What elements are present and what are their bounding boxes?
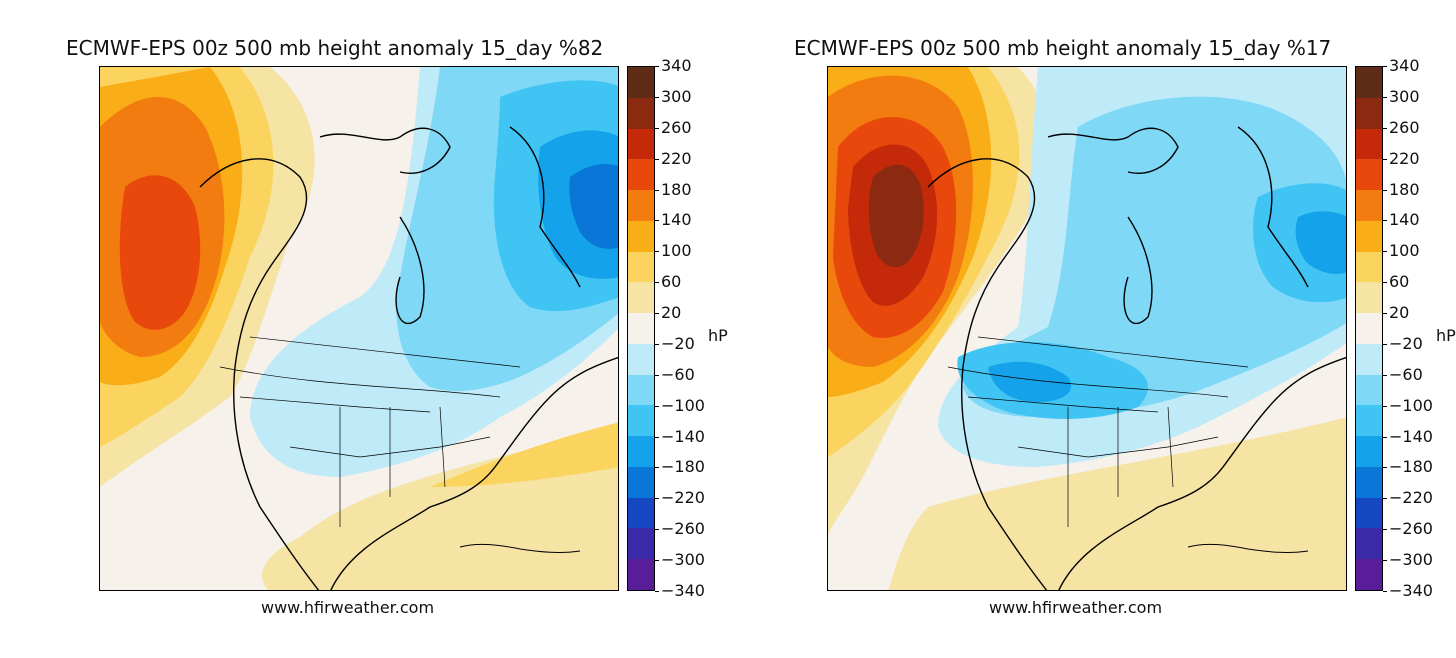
contour-neg140 [988, 361, 1072, 402]
borders [219, 336, 521, 527]
colorbar-tick-label: 60 [654, 272, 682, 292]
colorbar-segment [628, 466, 654, 498]
coastlines [199, 126, 618, 590]
colorbar-segment [1356, 67, 1382, 98]
colorbar-tick-label: 220 [1383, 148, 1420, 168]
colorbar-segment [1356, 190, 1382, 221]
contour-neg60 [963, 96, 1346, 417]
colorbar-segment [628, 313, 654, 344]
colorbar-segment [628, 97, 654, 129]
colorbar-segment [628, 282, 654, 314]
colorbar-segment [1356, 128, 1382, 160]
colorbar-tick-label: 20 [654, 303, 682, 323]
caribbean-islands [459, 543, 581, 553]
map-panel-right: ECMWF-EPS 00z 500 mb height anomaly 15_d… [728, 0, 1456, 658]
colorbar-segment [1356, 436, 1382, 467]
contour-pos60-east [430, 422, 618, 487]
colorbar-segment [1356, 528, 1382, 560]
colorbar-tick-label: 300 [1383, 86, 1420, 106]
colorbar-tick-label: 140 [655, 210, 692, 230]
contour-pos260 [868, 164, 924, 268]
colorbar-tick-label: 180 [655, 179, 692, 199]
anomaly-map [827, 66, 1347, 591]
colorbar-segment [1356, 559, 1382, 591]
credit-text: www.hfirweather.com [989, 598, 1163, 617]
colorbar-tick-label: 260 [1383, 117, 1420, 137]
colorbar-tick-label: −100 [655, 395, 705, 415]
colorbar-segment [1356, 220, 1382, 252]
colorbar-segment [628, 128, 654, 160]
colorbar-segment [628, 497, 654, 529]
colorbar-segment [628, 405, 654, 437]
anomaly-map [99, 66, 619, 591]
borders [947, 336, 1249, 527]
colorbar-tick-label: −60 [1383, 364, 1423, 384]
colorbar-tick-label: −20 [655, 333, 695, 353]
colorbar-tick-label: −100 [1383, 395, 1433, 415]
colorbar-segment [1356, 343, 1382, 375]
colorbar-tick-label: 340 [655, 56, 692, 75]
colorbar-segment [628, 190, 654, 221]
colorbar-unit: hP [708, 326, 728, 345]
colorbar-tick-label: −180 [1383, 457, 1433, 477]
colorbar-tick-label: −340 [655, 581, 705, 600]
panel-title: ECMWF-EPS 00z 500 mb height anomaly 15_d… [66, 36, 604, 60]
colorbar-tick-label: 260 [655, 117, 692, 137]
colorbar-tick-label: −20 [1383, 333, 1423, 353]
colorbar-segment [1356, 497, 1382, 529]
colorbar-segment [628, 251, 654, 283]
contour-neg180 [569, 164, 618, 249]
colorbar-tick-label: 300 [655, 86, 692, 106]
colorbar-segment [1356, 251, 1382, 283]
map-svg [828, 67, 1346, 590]
colorbar-segment [628, 220, 654, 252]
colorbar-tick-label: −300 [655, 550, 705, 570]
colorbar-tick-label: 220 [655, 148, 692, 168]
colorbar-segment [628, 559, 654, 591]
colorbar-tick-label: −300 [1383, 550, 1433, 570]
map-svg [100, 67, 618, 590]
colorbar-segment [628, 67, 654, 98]
colorbar-tick-label: −220 [1383, 488, 1433, 508]
colorbar-unit: hP [1436, 326, 1456, 345]
colorbar-tick-label: 340 [1383, 56, 1420, 75]
colorbar-segment [628, 374, 654, 406]
colorbar-segment [1356, 466, 1382, 498]
contour-pos180 [119, 175, 201, 330]
colorbar-segment [1356, 374, 1382, 406]
colorbar-tick-label: 140 [1383, 210, 1420, 230]
colorbar-tick-label: −260 [655, 519, 705, 539]
coastlines [927, 126, 1346, 590]
colorbar-tick-label: −140 [1383, 426, 1433, 446]
colorbar-segment [628, 159, 654, 191]
contour-neg140-east [1295, 211, 1346, 274]
colorbar-segment [1356, 405, 1382, 437]
colorbar-tick-label: 20 [1382, 303, 1410, 323]
panel-title: ECMWF-EPS 00z 500 mb height anomaly 15_d… [794, 36, 1332, 60]
colorbar-tick-label: 100 [655, 241, 692, 261]
contour-pos20-south [888, 417, 1346, 590]
colorbar-tick-label: −220 [655, 488, 705, 508]
caribbean-islands [1187, 543, 1309, 553]
colorbar-segment [1356, 97, 1382, 129]
colorbar-segment [1356, 159, 1382, 191]
colorbar-tick-label: −180 [655, 457, 705, 477]
colorbar-tick-label: −340 [1383, 581, 1433, 600]
colorbar-segment [1356, 282, 1382, 314]
colorbar-segment [628, 343, 654, 375]
colorbar-tick-label: −140 [655, 426, 705, 446]
colorbar-segment [628, 436, 654, 467]
colorbar-tick-label: −260 [1383, 519, 1433, 539]
credit-text: www.hfirweather.com [261, 598, 435, 617]
colorbar-tick-label: 60 [1382, 272, 1410, 292]
colorbar [1355, 66, 1383, 591]
colorbar-tick-label: −60 [655, 364, 695, 384]
colorbar-tick-label: 100 [1383, 241, 1420, 261]
map-panel-left: ECMWF-EPS 00z 500 mb height anomaly 15_d… [66, 36, 728, 617]
colorbar-segment [1356, 313, 1382, 344]
colorbar-segment [628, 528, 654, 560]
colorbar [627, 66, 655, 591]
colorbar-tick-label: 180 [1383, 179, 1420, 199]
